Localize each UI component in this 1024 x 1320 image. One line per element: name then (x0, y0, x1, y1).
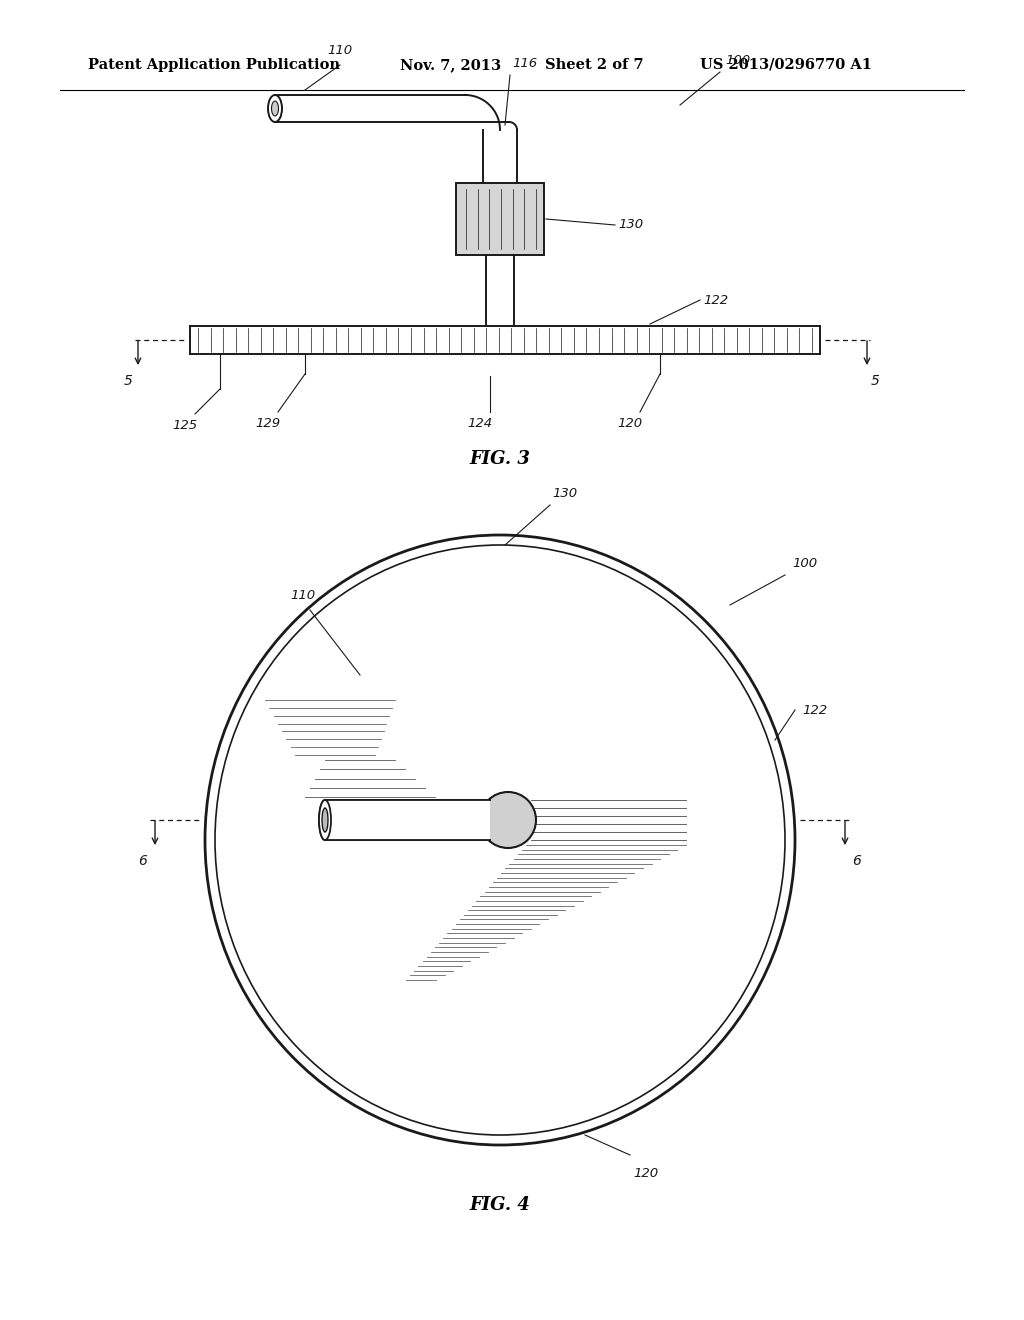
Bar (325, 800, 490, 840)
Ellipse shape (322, 808, 328, 832)
Text: Sheet 2 of 7: Sheet 2 of 7 (545, 58, 644, 73)
Text: 5: 5 (870, 374, 880, 388)
Text: 120: 120 (617, 417, 643, 430)
Ellipse shape (205, 535, 795, 1144)
Text: 130: 130 (552, 487, 578, 500)
Ellipse shape (322, 808, 328, 832)
Text: 130: 130 (618, 219, 643, 231)
Ellipse shape (215, 545, 785, 1135)
Text: 100: 100 (792, 557, 817, 570)
Text: 116: 116 (512, 57, 538, 70)
Text: 110: 110 (328, 44, 352, 57)
Text: Patent Application Publication: Patent Application Publication (88, 58, 340, 73)
Text: US 2013/0296770 A1: US 2013/0296770 A1 (700, 58, 872, 73)
Ellipse shape (480, 792, 536, 847)
Text: 124: 124 (467, 417, 493, 430)
Text: 100: 100 (725, 54, 751, 67)
Text: 5: 5 (124, 374, 132, 388)
Text: 6: 6 (853, 854, 861, 869)
Ellipse shape (271, 102, 279, 116)
Ellipse shape (268, 95, 282, 121)
Text: Nov. 7, 2013: Nov. 7, 2013 (400, 58, 501, 73)
Text: 6: 6 (138, 854, 147, 869)
Ellipse shape (319, 800, 331, 840)
Text: 120: 120 (633, 1167, 658, 1180)
Text: 110: 110 (290, 589, 315, 602)
Text: 129: 129 (255, 417, 281, 430)
Text: FIG. 4: FIG. 4 (470, 1196, 530, 1214)
Ellipse shape (319, 800, 331, 840)
Bar (325, 800, 490, 840)
Bar (456, 183, 544, 255)
Text: 122: 122 (802, 704, 827, 717)
Text: FIG. 3: FIG. 3 (470, 450, 530, 469)
Text: 122: 122 (703, 293, 728, 306)
Text: 125: 125 (172, 418, 198, 432)
